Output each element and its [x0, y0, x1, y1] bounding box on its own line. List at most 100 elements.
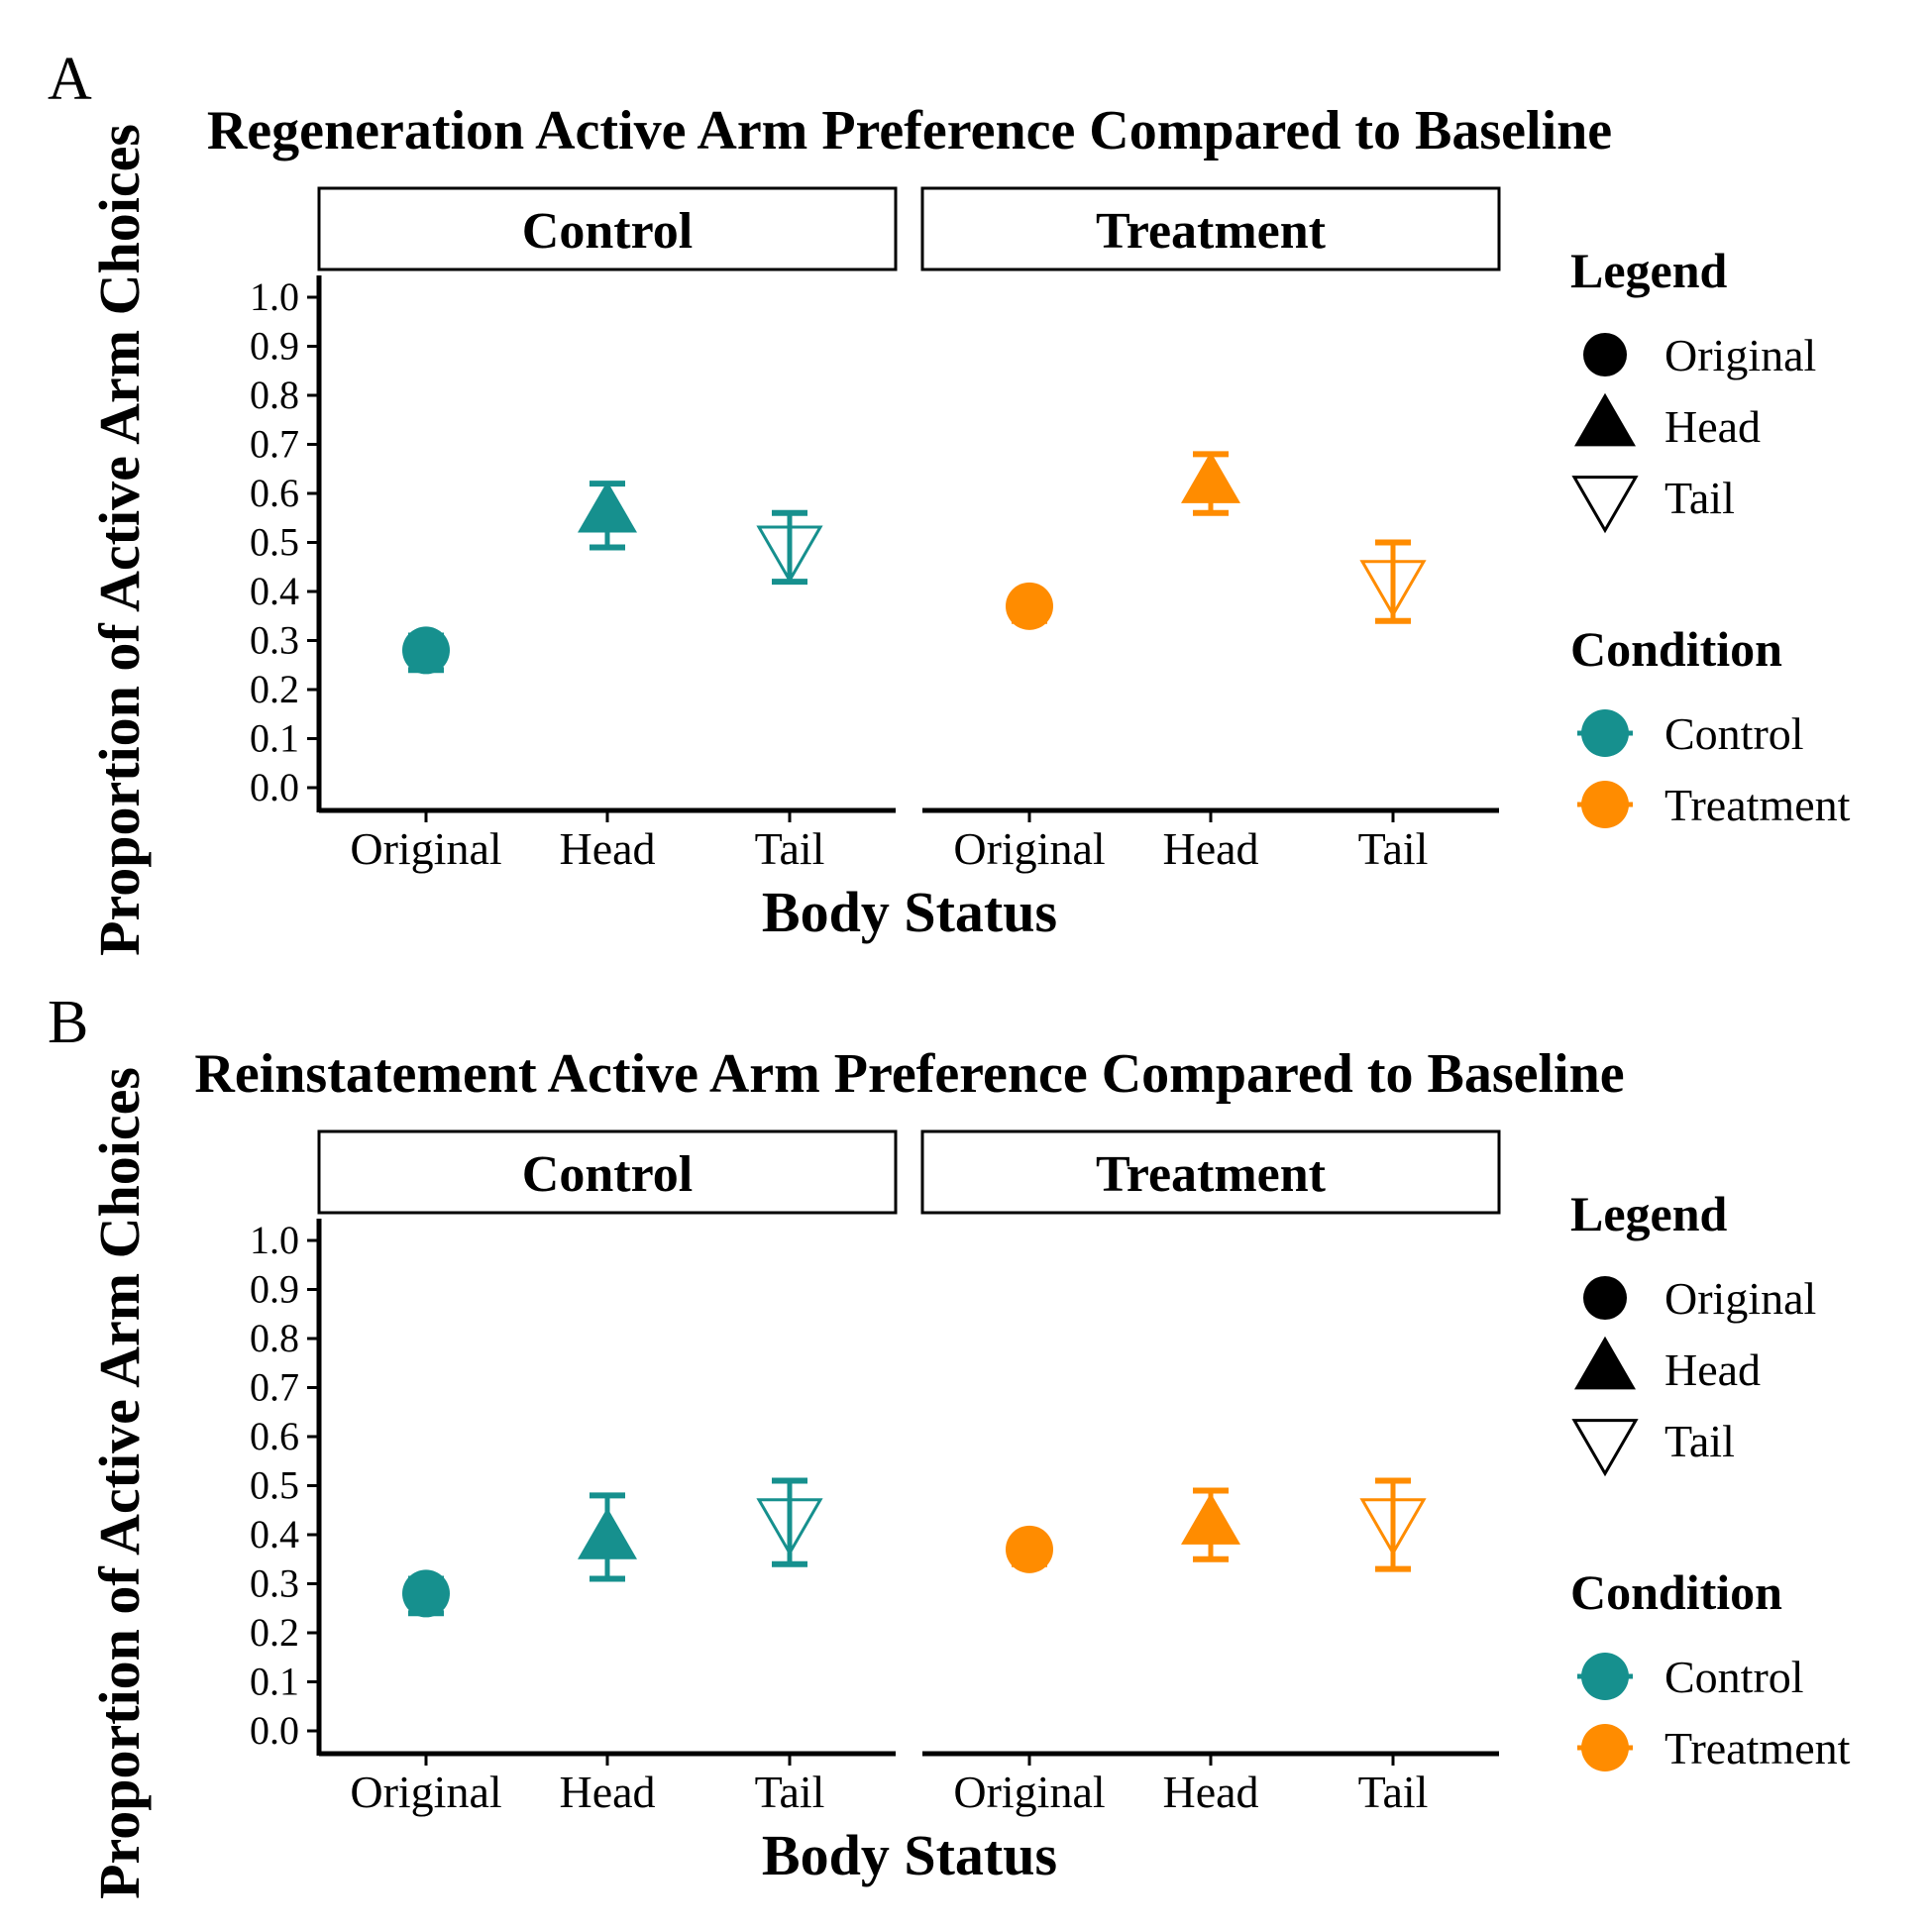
point-marker	[578, 1507, 637, 1559]
facet-strip	[920, 1129, 1501, 1215]
x-axis-title: Body Status	[762, 880, 1057, 944]
data-point-control-head	[578, 481, 637, 551]
data-point-treatment-head	[1181, 1487, 1240, 1562]
legend-label: Control	[1664, 1652, 1804, 1702]
legend-label: Original	[1664, 1273, 1816, 1324]
data-point-control-original	[402, 626, 450, 675]
x-tick-label: Head	[559, 823, 655, 874]
y-axis-title: Proportion of Active Arm Choices	[87, 1067, 152, 1899]
x-tick-label: Head	[1162, 823, 1258, 874]
y-tick-label: 0.5	[250, 520, 299, 565]
y-tick-label: 0.8	[250, 1316, 299, 1360]
point-marker	[1006, 582, 1053, 630]
legend-label: Treatment	[1664, 1723, 1851, 1773]
y-tick-label: 0.2	[250, 667, 299, 711]
legend-key-triangle-down	[1571, 476, 1639, 534]
legend-label: Original	[1664, 330, 1816, 380]
panel-label: B	[48, 989, 88, 1056]
y-axis-title: Proportion of Active Arm Choices	[87, 124, 152, 956]
y-tick-label: 0.9	[250, 324, 299, 369]
data-point-control-head	[578, 1492, 637, 1582]
legend-title: Legend	[1570, 1186, 1728, 1241]
legend-title: Condition	[1570, 1564, 1782, 1620]
x-tick-label: Head	[1162, 1767, 1258, 1817]
legend-key-circle	[1581, 709, 1629, 757]
panel-B: B Reinstatement Active Arm Preference Com…	[48, 989, 1851, 1899]
x-tick-label: Tail	[755, 1767, 825, 1817]
legend-key-triangle-up	[1574, 1336, 1636, 1390]
facet-strip-label: Treatment	[1096, 203, 1327, 260]
panel-A: A Regeneration Active Arm Preference Comp…	[48, 46, 1851, 956]
facet-treatment: Treatment Original Head Tail	[920, 1129, 1501, 1817]
point-marker	[402, 626, 450, 675]
data-point-treatment-original	[1006, 582, 1053, 630]
y-tick-label: 0.6	[250, 471, 299, 515]
legend: Legend Original Head Tail Condition Control Tr…	[1570, 243, 1851, 830]
data-point-control-original	[402, 1569, 450, 1618]
x-tick-label: Tail	[1358, 823, 1429, 874]
x-axis-title: Body Status	[762, 1823, 1057, 1887]
facet-strip-label: Control	[522, 1146, 693, 1203]
point-marker	[1181, 1492, 1240, 1545]
facet-strip	[317, 186, 898, 271]
y-tick-label: 0.9	[250, 1267, 299, 1312]
facet-strip-label: Control	[522, 203, 693, 260]
panel-label: A	[48, 46, 92, 113]
point-marker	[1006, 1525, 1053, 1573]
legend-label: Head	[1664, 1344, 1761, 1395]
y-tick-label: 1.0	[250, 1218, 299, 1262]
x-tick-label: Original	[953, 1767, 1105, 1817]
legend-key-circle	[1583, 1276, 1627, 1320]
chart-title: Regeneration Active Arm Preference Compa…	[207, 100, 1612, 161]
legend-title: Condition	[1570, 621, 1782, 677]
y-tick-label: 0.3	[250, 1561, 299, 1606]
y-tick-label: 0.8	[250, 373, 299, 417]
point-marker	[1359, 1498, 1427, 1556]
legend-key-triangle-up	[1574, 392, 1636, 447]
legend-label: Tail	[1664, 1416, 1735, 1466]
facet-strip	[920, 186, 1501, 271]
x-tick-label: Head	[559, 1767, 655, 1817]
y-tick-label: 0.3	[250, 618, 299, 663]
legend-key-circle	[1581, 1724, 1629, 1771]
data-point-control-tail	[756, 509, 823, 586]
facet-treatment: Treatment Original Head Tail	[920, 186, 1501, 874]
legend: Legend Original Head Tail Condition Control Tr…	[1570, 1186, 1851, 1773]
point-marker	[756, 1498, 823, 1556]
legend-key-circle	[1583, 333, 1627, 376]
y-tick-label: 0.6	[250, 1414, 299, 1458]
y-tick-label: 0.2	[250, 1610, 299, 1655]
data-point-control-tail	[756, 1477, 823, 1567]
x-tick-label: Original	[350, 823, 501, 874]
point-marker	[402, 1569, 450, 1618]
point-marker	[578, 481, 637, 533]
data-point-treatment-tail	[1359, 539, 1427, 624]
x-tick-label: Original	[350, 1767, 501, 1817]
legend-key-circle	[1581, 781, 1629, 828]
legend-label: Control	[1664, 708, 1804, 759]
legend-label: Treatment	[1664, 780, 1851, 830]
point-marker	[756, 525, 823, 584]
y-tick-label: 0.5	[250, 1463, 299, 1508]
legend-key-circle	[1581, 1653, 1629, 1700]
y-tick-label: 0.0	[250, 765, 299, 809]
x-tick-label: Original	[953, 823, 1105, 874]
y-tick-label: 0.0	[250, 1708, 299, 1753]
x-tick-label: Tail	[1358, 1767, 1429, 1817]
y-tick-label: 0.1	[250, 716, 299, 761]
point-marker	[1181, 451, 1240, 503]
y-tick-label: 0.4	[250, 1512, 299, 1556]
y-tick-label: 1.0	[250, 274, 299, 319]
y-tick-label: 0.1	[250, 1660, 299, 1704]
y-tick-label: 0.7	[250, 1365, 299, 1410]
y-tick-label: 0.4	[250, 569, 299, 613]
legend-title: Legend	[1570, 243, 1728, 298]
point-marker	[1359, 560, 1427, 618]
legend-label: Head	[1664, 401, 1761, 452]
legend-key-triangle-down	[1571, 1419, 1639, 1477]
legend-label: Tail	[1664, 473, 1735, 523]
chart-title: Reinstatement Active Arm Preference Comp…	[194, 1043, 1624, 1105]
